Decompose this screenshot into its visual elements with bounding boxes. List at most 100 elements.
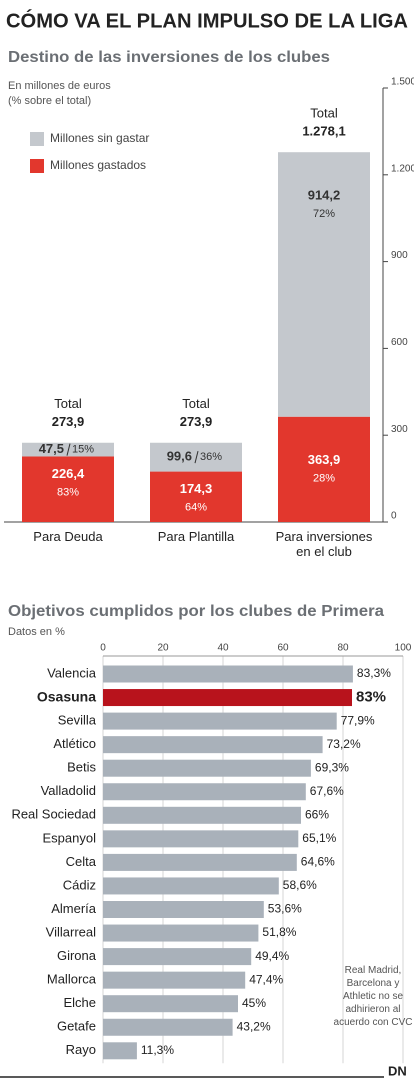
y-tick-label: 600 bbox=[391, 337, 408, 348]
value-label: 47,5 bbox=[39, 441, 64, 456]
bar bbox=[103, 924, 259, 942]
category-label: Villarreal bbox=[46, 924, 96, 939]
value-label: 45% bbox=[242, 996, 266, 1010]
bar bbox=[103, 759, 311, 777]
y-axis-label: En millones de euros bbox=[8, 80, 111, 92]
bar bbox=[103, 665, 353, 683]
value-label: 83% bbox=[356, 689, 386, 706]
bar bbox=[103, 736, 323, 754]
category-label: Osasuna bbox=[37, 688, 96, 704]
value-label: 51,8% bbox=[262, 925, 296, 939]
value-label: 363,9 bbox=[308, 452, 341, 467]
bar bbox=[103, 712, 337, 730]
legend-swatch bbox=[30, 159, 44, 173]
category-label: Valladolid bbox=[41, 783, 96, 798]
bar bbox=[103, 1042, 137, 1060]
value-label: 73,2% bbox=[327, 737, 361, 751]
category-label: Elche bbox=[63, 995, 96, 1010]
total-label: 1.278,1 bbox=[302, 124, 345, 139]
value-label: 58,6% bbox=[283, 878, 317, 892]
category-label: Cádiz bbox=[63, 877, 96, 892]
bar bbox=[103, 689, 352, 707]
x-tick-label: 40 bbox=[217, 643, 229, 654]
category-label: Celta bbox=[66, 854, 97, 869]
bar bbox=[103, 948, 252, 966]
share-label: 28% bbox=[313, 473, 335, 485]
note: Real Madrid, Barcelona y Athletic no se … bbox=[333, 965, 413, 1028]
bar-segment bbox=[22, 456, 114, 522]
legend-label: Millones sin gastar bbox=[50, 131, 149, 145]
y-tick-label: 900 bbox=[391, 250, 408, 261]
total-title: Total bbox=[54, 396, 82, 411]
logo-bg bbox=[384, 1064, 414, 1080]
category-label: Mallorca bbox=[47, 972, 97, 987]
value-label: 49,4% bbox=[255, 949, 289, 963]
separator bbox=[194, 451, 199, 464]
value-label: 69,3% bbox=[315, 760, 349, 774]
y-tick-label: 300 bbox=[391, 424, 408, 435]
category-label: Real Sociedad bbox=[11, 807, 96, 822]
x-tick-label: Para inversiones en el club bbox=[275, 529, 373, 559]
category-label: Sevilla bbox=[58, 713, 97, 728]
bar bbox=[103, 853, 297, 871]
value-label: 83,3% bbox=[357, 666, 391, 680]
bar bbox=[103, 877, 279, 895]
y-axis-note: (% sobre el total) bbox=[8, 95, 91, 107]
chart-title: Objetivos cumplidos por los clubes de Pr… bbox=[8, 603, 384, 620]
y-tick-label: 0 bbox=[391, 511, 397, 522]
value-label: 66% bbox=[305, 807, 329, 821]
total-label: 273,9 bbox=[52, 414, 85, 429]
bar bbox=[103, 995, 238, 1013]
category-label: Valencia bbox=[47, 665, 97, 680]
total-title: Total bbox=[310, 106, 338, 121]
category-label: Almería bbox=[51, 901, 97, 916]
category-label: Espanyol bbox=[43, 830, 97, 845]
bar-segment bbox=[278, 152, 370, 417]
value-label: 174,3 bbox=[180, 481, 213, 496]
value-label: 64,6% bbox=[301, 855, 335, 869]
share-label: 64% bbox=[185, 501, 207, 513]
bar bbox=[103, 1018, 233, 1036]
x-tick-label: 20 bbox=[157, 643, 169, 654]
value-label: 65,1% bbox=[302, 831, 336, 845]
share-label: 83% bbox=[57, 486, 79, 498]
share-label: 15% bbox=[72, 444, 94, 456]
source-logo: DN bbox=[388, 1063, 407, 1078]
bar bbox=[103, 830, 299, 848]
value-label: 67,6% bbox=[310, 784, 344, 798]
x-tick-label: Para Deuda bbox=[33, 529, 103, 544]
separator bbox=[66, 443, 71, 456]
x-tick-label: 80 bbox=[337, 643, 349, 654]
category-label: Atlético bbox=[53, 736, 96, 751]
value-label: 43,2% bbox=[237, 1019, 271, 1033]
bar bbox=[103, 806, 301, 824]
category-label: Girona bbox=[57, 948, 97, 963]
value-label: 77,9% bbox=[341, 713, 375, 727]
category-label: Betis bbox=[67, 760, 96, 775]
legend-swatch bbox=[30, 132, 44, 146]
bar-segment bbox=[278, 416, 370, 522]
y-tick-label: 1.200 bbox=[391, 163, 414, 174]
bar bbox=[103, 901, 264, 918]
x-tick-label: 100 bbox=[395, 643, 412, 654]
value-label: 226,4 bbox=[52, 466, 85, 481]
share-label: 72% bbox=[313, 208, 335, 220]
value-label: 11,3% bbox=[141, 1043, 174, 1057]
value-label: 47,4% bbox=[249, 972, 283, 986]
category-label: Getafe bbox=[57, 1019, 96, 1034]
total-title: Total bbox=[182, 396, 210, 411]
x-tick-label: Para Plantilla bbox=[157, 529, 235, 544]
page-title: CÓMO VA EL PLAN IMPULSO DE LA LIGA bbox=[6, 8, 408, 32]
bar-segment bbox=[150, 471, 242, 522]
legend-label: Millones gastados bbox=[50, 158, 146, 172]
chart-title: Destino de las inversiones de los clubes bbox=[8, 49, 330, 66]
value-label: 914,2 bbox=[308, 188, 341, 203]
y-tick-label: 1.500 bbox=[391, 77, 414, 88]
chart-subtitle: Datos en % bbox=[8, 626, 65, 638]
total-label: 273,9 bbox=[180, 414, 213, 429]
value-label: 99,6 bbox=[167, 449, 192, 464]
x-tick-label: 0 bbox=[100, 643, 106, 654]
x-tick-label: 60 bbox=[277, 643, 289, 654]
